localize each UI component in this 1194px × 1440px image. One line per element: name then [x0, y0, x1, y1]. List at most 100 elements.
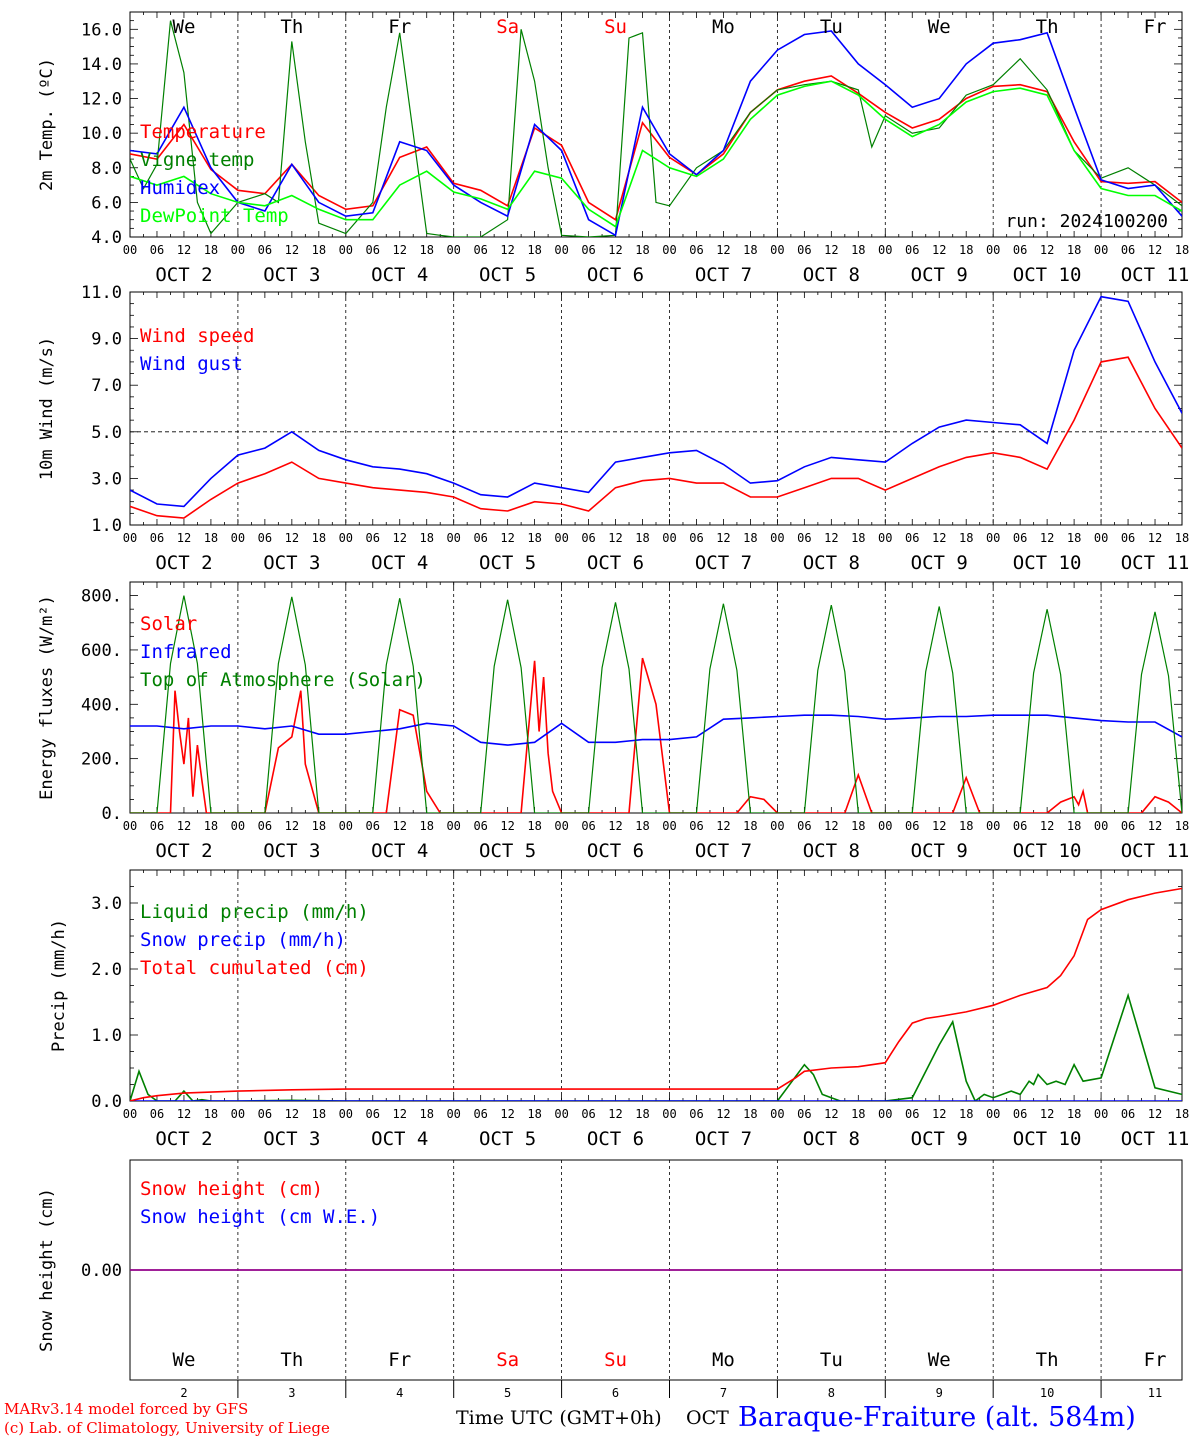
legend-entry: Snow precip (mm/h) — [140, 929, 346, 951]
date-label: OCT 2 — [155, 552, 212, 574]
day-name: Sa — [496, 16, 519, 38]
hour-label: 18 — [527, 1107, 541, 1121]
y-tick-label: 2.0 — [91, 960, 122, 980]
y-tick-label: 5.0 — [91, 423, 122, 443]
hour-label: 18 — [527, 531, 541, 545]
hour-label: 00 — [662, 819, 676, 833]
panel-4 — [129, 869, 1183, 1102]
hour-label: 18 — [743, 531, 757, 545]
date-label: OCT 5 — [479, 264, 536, 286]
y-tick-label: 16.0 — [81, 20, 122, 40]
hour-label: 06 — [1121, 243, 1135, 257]
legend-entry: Snow height (cm W.E.) — [140, 1206, 380, 1228]
hour-label: 18 — [1175, 243, 1189, 257]
hour-label: 06 — [150, 531, 164, 545]
hour-label: 12 — [500, 243, 514, 257]
hour-label: 06 — [150, 243, 164, 257]
date-label: OCT 8 — [803, 552, 860, 574]
date-label: OCT 5 — [479, 1128, 536, 1150]
hour-label: 00 — [123, 1107, 137, 1121]
hour-label: 12 — [608, 819, 622, 833]
hour-label: 00 — [231, 243, 245, 257]
hour-label: 18 — [1067, 1107, 1081, 1121]
hour-label: 00 — [878, 819, 892, 833]
date-number: 6 — [612, 1386, 619, 1400]
date-label: OCT 10 — [1013, 1128, 1082, 1150]
hour-label: 06 — [797, 531, 811, 545]
y-tick-label: 3.0 — [91, 894, 122, 914]
hour-label: 00 — [554, 1107, 568, 1121]
hour-label: 06 — [258, 243, 272, 257]
hour-label: 18 — [419, 243, 433, 257]
hour-label: 00 — [339, 1107, 353, 1121]
hour-label: 00 — [1094, 531, 1108, 545]
hour-label: 00 — [662, 1107, 676, 1121]
hour-label: 12 — [716, 819, 730, 833]
hour-label: 12 — [932, 1107, 946, 1121]
hour-label: 06 — [366, 243, 380, 257]
date-label: OCT 11 — [1121, 552, 1190, 574]
date-label: OCT 6 — [587, 264, 644, 286]
day-name: Tu — [820, 1349, 843, 1371]
hour-label: 18 — [959, 243, 973, 257]
run-label: run: 2024100200 — [1005, 211, 1168, 232]
legend-entry: Solar — [140, 613, 197, 635]
y-tick-label: 8.0 — [91, 159, 122, 179]
date-label: OCT 10 — [1013, 840, 1082, 862]
hour-label: 18 — [1175, 819, 1189, 833]
date-label: OCT 11 — [1121, 1128, 1190, 1150]
hour-label: 06 — [1013, 243, 1027, 257]
hour-label: 00 — [1094, 243, 1108, 257]
hour-label: 06 — [366, 1107, 380, 1121]
day-name: Th — [1036, 16, 1059, 38]
hour-label: 06 — [473, 819, 487, 833]
day-name: We — [928, 16, 951, 38]
y-tick-label: 14.0 — [81, 55, 122, 75]
legend-entry: Wind speed — [140, 325, 254, 347]
series-line-humidex — [130, 30, 1182, 237]
hour-label: 00 — [1094, 819, 1108, 833]
date-label: OCT 9 — [911, 552, 968, 574]
hour-label: 18 — [312, 819, 326, 833]
hour-label: 18 — [419, 531, 433, 545]
hour-label: 12 — [177, 1107, 191, 1121]
legend-entry: Wind gust — [140, 353, 243, 375]
legend-entry: Liquid precip (mm/h) — [140, 901, 369, 923]
date-label: OCT 8 — [803, 1128, 860, 1150]
hour-label: 06 — [1121, 531, 1135, 545]
month-label: OCT — [686, 1407, 729, 1429]
hour-label: 12 — [932, 819, 946, 833]
y-tick-label: 0.00 — [81, 1261, 122, 1281]
hour-label: 06 — [689, 243, 703, 257]
hour-label: 12 — [1040, 819, 1054, 833]
hour-label: 06 — [581, 819, 595, 833]
hour-label: 12 — [500, 819, 514, 833]
station-title: Baraque-Fraiture (alt. 584m) — [738, 1402, 1136, 1433]
panel-3 — [129, 581, 1183, 814]
series-line-total-cumulated-cm- — [130, 887, 1182, 1101]
hour-label: 06 — [797, 819, 811, 833]
hour-label: 12 — [608, 243, 622, 257]
model-credit: MARv3.14 model forced by GFS — [4, 1400, 249, 1418]
day-name: Su — [604, 16, 627, 38]
y-axis-label: Energy fluxes (W/m²) — [37, 595, 57, 800]
legend-entry: Humidex — [140, 177, 220, 199]
hour-label: 18 — [851, 819, 865, 833]
hour-label: 06 — [473, 531, 487, 545]
hour-label: 06 — [905, 243, 919, 257]
hour-label: 12 — [824, 243, 838, 257]
hour-label: 00 — [662, 531, 676, 545]
date-label: OCT 9 — [911, 840, 968, 862]
hour-label: 00 — [554, 819, 568, 833]
hour-label: 06 — [1013, 1107, 1027, 1121]
series-line-liquid-precip-mm-h- — [130, 992, 1182, 1101]
panel-2 — [129, 291, 1183, 526]
day-name: Fr — [1144, 16, 1167, 38]
hour-label: 06 — [1013, 819, 1027, 833]
hour-label: 12 — [1148, 819, 1162, 833]
hour-label: 00 — [986, 819, 1000, 833]
date-label: OCT 9 — [911, 1128, 968, 1150]
date-label: OCT 2 — [155, 840, 212, 862]
hour-label: 00 — [339, 819, 353, 833]
hour-label: 00 — [446, 1107, 460, 1121]
